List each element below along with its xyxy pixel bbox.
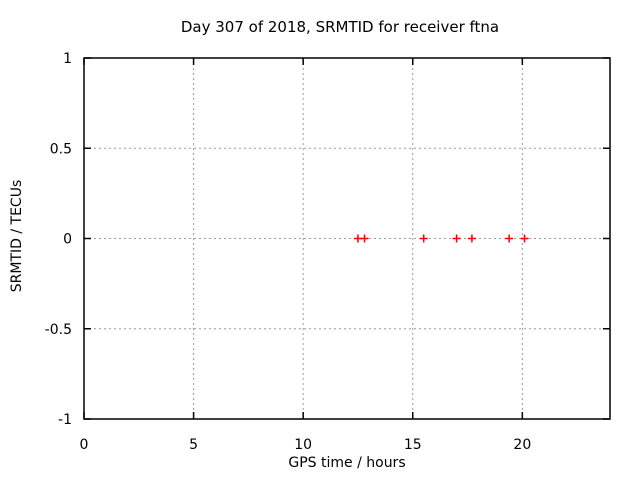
data-point-plus [520, 234, 529, 243]
y-tick-label: -1 [58, 412, 72, 428]
chart-title: Day 307 of 2018, SRMTID for receiver ftn… [180, 18, 500, 36]
x-tick-label: 0 [80, 437, 89, 453]
data-point-plus [419, 234, 428, 243]
y-tick-label: 1 [63, 51, 72, 67]
x-tick-label: 5 [189, 437, 198, 453]
y-tick-label: 0.5 [50, 141, 72, 157]
x-tick-label: 20 [513, 437, 531, 453]
data-point-plus [467, 234, 476, 243]
y-tick-label: -0.5 [45, 322, 72, 338]
data-point-plus [360, 234, 369, 243]
data-point-plus [452, 234, 461, 243]
plot-border [83, 57, 611, 420]
x-tick-label: 10 [294, 437, 312, 453]
y-tick-label: 0 [63, 232, 72, 248]
x-axis-title: GPS time / hours [288, 455, 406, 471]
x-tick-label: 15 [404, 437, 422, 453]
data-point-plus [505, 234, 514, 243]
